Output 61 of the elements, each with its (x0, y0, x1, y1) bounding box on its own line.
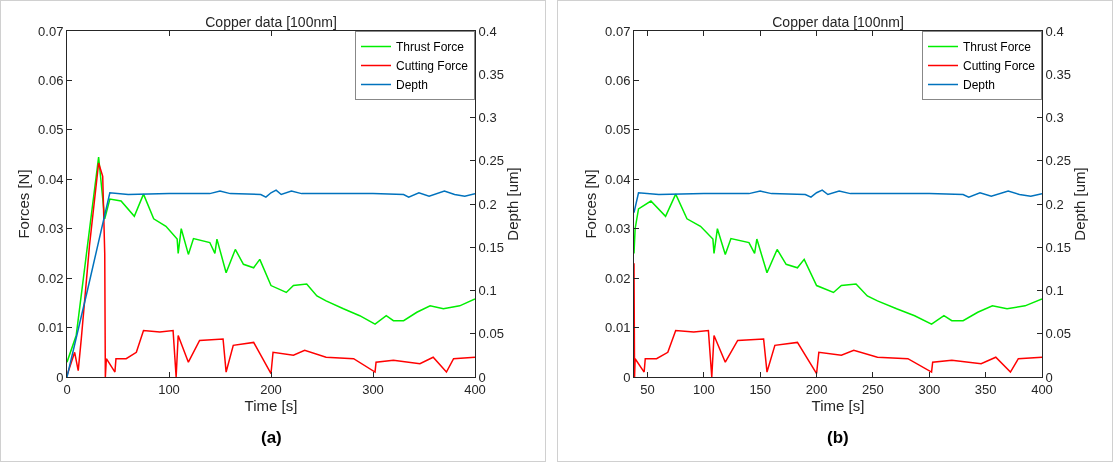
y2-tick-label: 0.05 (1045, 326, 1071, 342)
y-tick-label: 0 (56, 369, 64, 385)
legend-label: Depth (396, 78, 429, 93)
line-series (634, 262, 1042, 377)
y2-tick-label: 0.15 (478, 239, 504, 255)
y-tick-label: 0.06 (605, 72, 631, 88)
y-tick-label: 0.02 (38, 270, 64, 286)
y-tick-label: 0.05 (605, 122, 631, 138)
y2-tick-label: 0.4 (1045, 23, 1064, 39)
legend-label: Cutting Force (396, 59, 469, 74)
x-tick-label: 200 (805, 381, 828, 397)
x-tick-label: 50 (640, 381, 655, 397)
x-axis-title: Time [s] (811, 396, 865, 414)
x-tick-label: 200 (260, 381, 282, 397)
x-tick-label: 300 (918, 381, 941, 397)
x-axis-title: Time [s] (244, 396, 298, 414)
y2-tick-label: 0.1 (1045, 283, 1064, 299)
y-axis-title: Forces [N] (582, 169, 600, 239)
y-tick-label: 0.01 (38, 320, 64, 336)
chart-title: Copper data [100nm] (205, 13, 337, 30)
x-tick-label: 150 (749, 381, 772, 397)
y-tick-label: 0.01 (605, 320, 631, 336)
x-tick-label: 100 (693, 381, 715, 397)
y-tick-label: 0.07 (605, 23, 631, 39)
y2-tick-label: 0.4 (478, 23, 497, 39)
x-tick-label: 250 (862, 381, 884, 397)
y2-tick-label: 0.15 (1045, 239, 1071, 255)
y2-tick-label: 0.2 (1045, 196, 1064, 212)
y-tick-label: 0.03 (605, 221, 631, 237)
y2-tick-label: 0.25 (478, 153, 504, 169)
line-series (634, 193, 1042, 325)
text: (b) (827, 428, 849, 447)
y2-tick-label: 0.2 (478, 196, 497, 212)
y-tick-label: 0.02 (605, 270, 631, 286)
x-tick-label: 300 (362, 381, 384, 397)
y2-axis-title: Depth [um] (1070, 167, 1088, 241)
x-tick-label: 350 (974, 381, 997, 397)
chart-title: Copper data [100nm] (772, 13, 904, 30)
y-tick-label: 0.06 (38, 72, 64, 88)
legend-label: Depth (963, 78, 996, 93)
y-tick-label: 0.05 (38, 122, 64, 138)
y2-tick-label: 0.35 (478, 66, 504, 82)
y2-axis-title: Depth [um] (503, 167, 521, 241)
line-series (634, 189, 1042, 214)
y2-tick-label: 0.25 (1045, 153, 1071, 169)
y-axis-title: Forces [N] (15, 169, 33, 239)
y-tick-label: 0 (623, 369, 631, 385)
y2-tick-label: 0.3 (1045, 110, 1064, 126)
y-tick-label: 0.03 (38, 221, 64, 237)
y-tick-label: 0.04 (605, 171, 631, 187)
y-tick-label: 0.04 (38, 171, 64, 187)
legend-label: Cutting Force (963, 59, 1036, 74)
y2-tick-label: 0.05 (478, 326, 504, 342)
x-tick-label: 100 (158, 381, 180, 397)
y2-tick-label: 0.35 (1045, 66, 1071, 82)
text: (a) (261, 428, 282, 447)
legend-label: Thrust Force (963, 40, 1032, 55)
y2-tick-label: 0.1 (478, 283, 497, 299)
legend-label: Thrust Force (396, 40, 465, 55)
y-tick-label: 0.07 (38, 23, 64, 39)
y2-tick-label: 0.3 (478, 110, 497, 126)
